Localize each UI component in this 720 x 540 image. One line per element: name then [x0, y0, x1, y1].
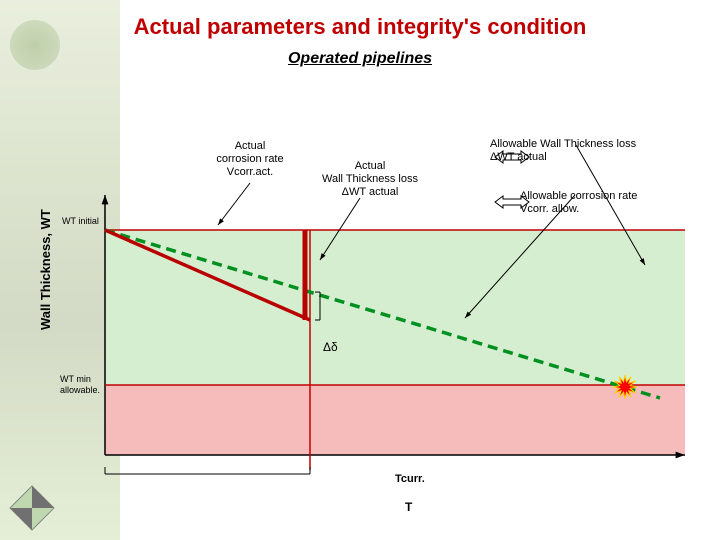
label-actual-corr-rate: Actual corrosion rate Vcorr.act.: [195, 140, 305, 180]
y-axis-label: Wall Thickness, WT: [38, 209, 53, 330]
label-allow-corr-rate: Allowable corrosion rate Vcorr. allow.: [520, 190, 700, 216]
slide-title: Actual parameters and integrity's condit…: [0, 14, 720, 40]
label-wt-initial: WT initial: [62, 216, 107, 227]
x-axis-label: T: [405, 500, 412, 514]
bottom-logo: [8, 484, 56, 532]
label-t-curr: Tcurr.: [395, 473, 425, 486]
label-allow-wt-loss: Allowable Wall Thickness loss ΔWT actual: [490, 138, 700, 164]
label-wt-min-allow: WT min allowable.: [60, 374, 110, 396]
label-actual-wt-loss: Actual Wall Thickness loss ΔWT actual: [300, 160, 440, 200]
chart-svg: [0, 0, 720, 540]
label-delta-delta: Δδ: [323, 340, 338, 354]
slide-subtitle: Operated pipelines: [0, 50, 720, 68]
